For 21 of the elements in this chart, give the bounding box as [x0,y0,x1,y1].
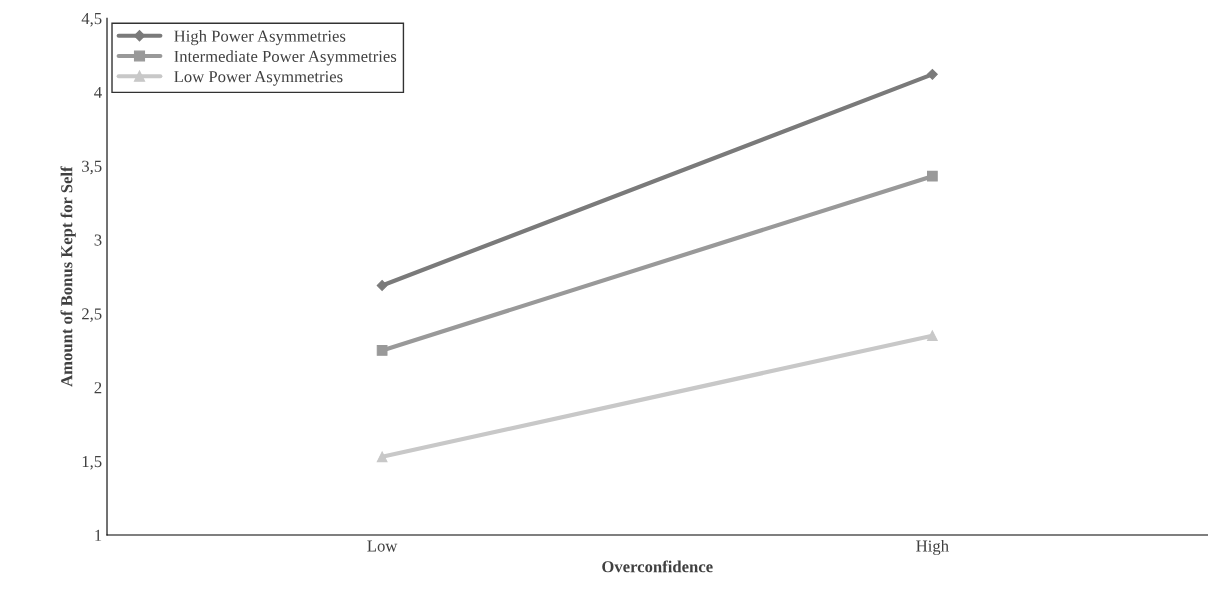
x-axis-title: Overconfidence [602,560,713,573]
legend-label: Low Power Asymmetries [174,71,343,86]
point [376,280,388,291]
point [376,451,388,463]
point [926,330,938,342]
legend-label: Intermediate Power Asymmetries [174,50,397,66]
y-tick-label: 4 [94,86,102,98]
x-tick-label: High [916,539,949,556]
y-tick-label: 2 [94,382,102,394]
y-tick-label: 1,5 [82,455,102,470]
y-axis-title: Amount of Bonus Kept for Self [60,166,76,387]
point [376,345,388,356]
y-tick-label: 4,5 [81,13,102,27]
point [926,68,938,80]
y-tick-label: 2,5 [82,308,102,322]
y-tick-label: 3 [94,234,102,246]
y-tick-label: 3,5 [82,160,102,175]
legend-label: High Power Asymmetries [174,30,346,46]
y-tick-label: 1 [95,529,102,541]
x-tick-label: Low [367,540,398,552]
point [926,170,938,182]
